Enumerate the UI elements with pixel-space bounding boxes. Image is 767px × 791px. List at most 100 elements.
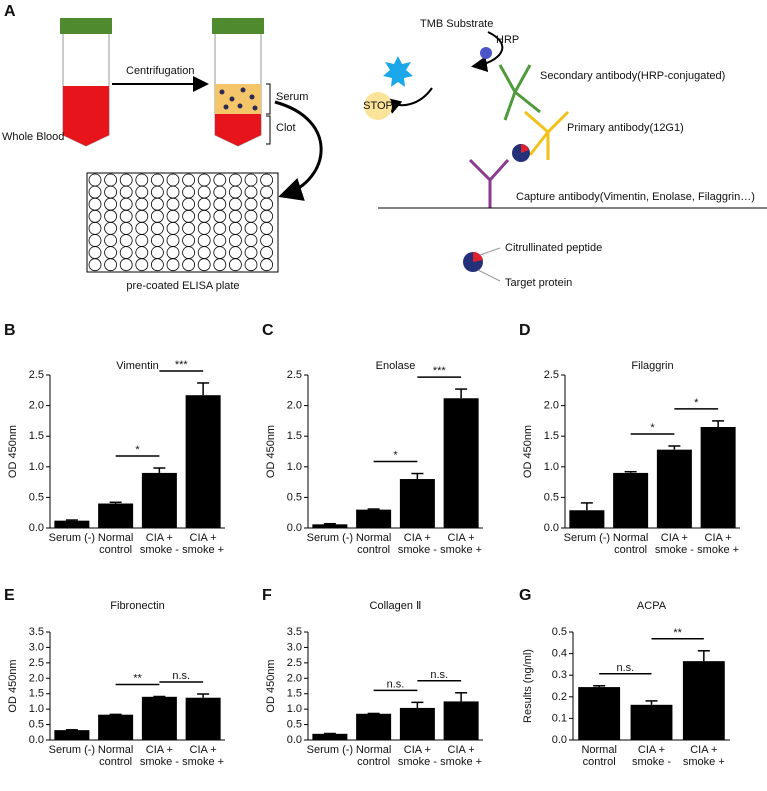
y-tick-label: 2.5 [29, 657, 44, 669]
label: Capture antibody(Vimentin, Enolase, Fila… [516, 191, 755, 203]
bar [399, 479, 435, 528]
arrow [384, 87, 433, 114]
x-tick-label: Normal control [98, 744, 133, 768]
y-tick-label: 0.0 [544, 522, 559, 534]
bar [54, 520, 90, 528]
well [244, 258, 258, 272]
peptide [521, 144, 529, 153]
well [150, 258, 164, 272]
y-axis-label: OD 450nm [265, 659, 277, 712]
x-tick-label: Serum (-) [564, 532, 610, 544]
y-tick-label: 0.4 [552, 648, 567, 660]
y-tick-label: 2.5 [287, 369, 302, 381]
label: HRP [496, 34, 519, 46]
x-tick-label: CIA + smoke + [697, 532, 739, 556]
well [213, 258, 227, 272]
y-tick-label: 0.5 [29, 491, 44, 503]
hrp [480, 47, 492, 59]
label: Whole Blood [2, 131, 64, 143]
elisa-plate [86, 172, 279, 273]
x-tick-label: CIA + smoke + [440, 532, 482, 556]
x-tick-label: Normal control [356, 744, 391, 768]
x-tick-label: Serum (-) [307, 532, 353, 544]
x-tick-label: Normal control [581, 744, 616, 768]
legend-peptide [473, 251, 483, 262]
y-tick-label: 0.0 [287, 734, 302, 746]
significance-label: ** [133, 672, 142, 684]
x-tick-label: CIA + smoke - [398, 532, 437, 556]
chart-title: Fibronectin [110, 600, 164, 612]
y-tick-label: 0.1 [552, 712, 567, 724]
well [166, 258, 180, 272]
bracket [266, 83, 271, 145]
x-tick-label: Normal control [98, 532, 133, 556]
tube-cap [212, 18, 264, 34]
tube-cap [60, 18, 112, 34]
x-tick-label: CIA + smoke - [398, 744, 437, 768]
y-tick-label: 1.5 [287, 430, 302, 442]
significance-label: n.s. [172, 670, 190, 682]
label: Clot [276, 122, 296, 134]
bar [54, 730, 90, 740]
arrow [471, 31, 504, 72]
label: pre-coated ELISA plate [126, 280, 239, 292]
significance-label: *** [433, 365, 447, 377]
bar [312, 733, 348, 740]
y-tick-label: 1.5 [29, 688, 44, 700]
y-tick-label: 2.5 [287, 657, 302, 669]
bar [443, 398, 479, 528]
y-tick-label: 2.0 [29, 400, 44, 412]
y-tick-label: 0.3 [552, 669, 567, 681]
bar [700, 427, 736, 528]
significance-label: * [650, 422, 655, 434]
leader [479, 247, 501, 256]
significance-label: ** [673, 627, 682, 639]
bar [141, 472, 177, 528]
y-axis-label: OD 450nm [7, 659, 19, 712]
y-tick-label: 1.0 [287, 703, 302, 715]
x-tick-label: Normal control [356, 532, 391, 556]
y-axis-label: OD 450nm [522, 425, 534, 478]
bar [185, 395, 221, 528]
chart-title: ACPA [637, 600, 667, 612]
panel-a: A Whole Blood Centrifugation Serum Clot … [2, 3, 323, 292]
y-tick-label: 1.0 [544, 461, 559, 473]
x-tick-label: CIA + smoke + [182, 744, 224, 768]
y-tick-label: 1.5 [544, 430, 559, 442]
significance-label: * [393, 450, 398, 462]
well [197, 258, 211, 272]
y-tick-label: 2.5 [544, 369, 559, 381]
y-tick-label: 0.0 [29, 522, 44, 534]
bar [443, 701, 479, 740]
x-tick-label: CIA + smoke - [140, 744, 179, 768]
bar [356, 713, 392, 740]
y-tick-label: 0.0 [29, 734, 44, 746]
significance-label: *** [175, 359, 189, 371]
y-tick-label: 0.0 [287, 522, 302, 534]
chart-title: Filaggrin [631, 360, 673, 372]
y-tick-label: 3.5 [287, 626, 302, 638]
panel-letter: D [519, 322, 531, 339]
bar [630, 704, 673, 740]
y-tick-label: 1.5 [287, 688, 302, 700]
y-tick-label: 1.0 [287, 461, 302, 473]
bar [578, 687, 621, 740]
significance-label: * [694, 397, 699, 409]
y-tick-label: 0.5 [544, 491, 559, 503]
panel-letter: C [262, 322, 274, 339]
y-axis-label: Results (ng/ml) [522, 649, 534, 723]
bar [613, 472, 649, 528]
y-tick-label: 2.0 [29, 672, 44, 684]
y-tick-label: 0.0 [552, 734, 567, 746]
y-tick-label: 3.0 [287, 641, 302, 653]
label: TMB Substrate [420, 18, 493, 30]
x-tick-label: Serum (-) [49, 532, 95, 544]
label: Secondary antibody(HRP-conjugated) [540, 70, 725, 82]
label: Centrifugation [126, 65, 195, 77]
x-tick-label: CIA + smoke + [182, 532, 224, 556]
blood [63, 86, 109, 146]
y-tick-label: 0.5 [552, 626, 567, 638]
well [260, 258, 274, 272]
